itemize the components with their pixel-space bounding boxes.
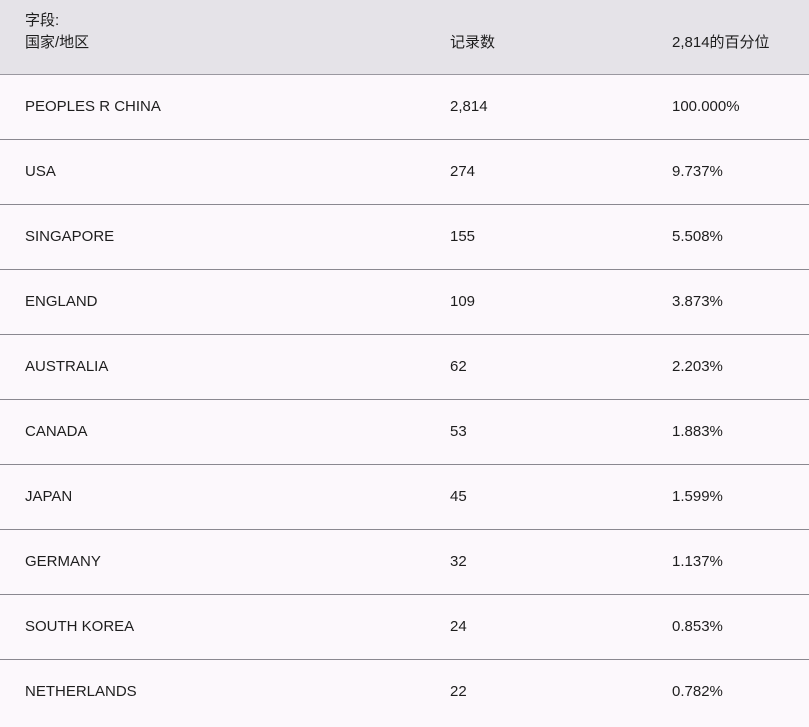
country-cell: SINGAPORE bbox=[25, 228, 115, 245]
percent-cell: 100.000% bbox=[672, 98, 740, 115]
count-cell: 274 bbox=[450, 163, 476, 180]
field-label: 字段: bbox=[25, 12, 60, 29]
count-cell: 24 bbox=[450, 618, 467, 635]
percent-cell: 1.137% bbox=[672, 553, 723, 570]
table-row: CANADA 53 1.883% bbox=[0, 400, 809, 465]
percent-cell: 1.599% bbox=[672, 488, 723, 505]
table-row: AUSTRALIA 62 2.203% bbox=[0, 335, 809, 400]
count-header: 记录数 bbox=[450, 34, 496, 51]
count-cell: 62 bbox=[450, 358, 467, 375]
percent-header: 2,814的百分位 bbox=[672, 34, 770, 51]
table-row: SINGAPORE 155 5.508% bbox=[0, 205, 809, 270]
country-cell: SOUTH KOREA bbox=[25, 618, 135, 635]
percent-cell: 2.203% bbox=[672, 358, 723, 375]
percent-cell: 0.853% bbox=[672, 618, 723, 635]
table-row: SOUTH KOREA 24 0.853% bbox=[0, 595, 809, 660]
field-name: 国家/地区 bbox=[25, 34, 90, 51]
country-cell: AUSTRALIA bbox=[25, 358, 109, 375]
count-cell: 45 bbox=[450, 488, 467, 505]
percent-cell: 0.782% bbox=[672, 683, 723, 700]
count-cell: 2,814 bbox=[450, 98, 488, 115]
country-cell: CANADA bbox=[25, 423, 88, 440]
table-row: JAPAN 45 1.599% bbox=[0, 465, 809, 530]
count-cell: 22 bbox=[450, 683, 467, 700]
count-cell: 109 bbox=[450, 293, 476, 310]
table-row: PEOPLES R CHINA 2,814 100.000% bbox=[0, 75, 809, 140]
table-body: PEOPLES R CHINA 2,814 100.000% USA 274 9… bbox=[0, 75, 809, 727]
country-cell: JAPAN bbox=[25, 488, 73, 505]
field-header: 字段: 国家/地区 bbox=[25, 10, 89, 54]
country-cell: ENGLAND bbox=[25, 293, 98, 310]
percent-cell: 5.508% bbox=[672, 228, 723, 245]
percent-cell: 3.873% bbox=[672, 293, 723, 310]
table-header: 字段: 国家/地区 记录数 2,814的百分位 bbox=[0, 0, 809, 75]
table-row: USA 274 9.737% bbox=[0, 140, 809, 205]
percent-cell: 1.883% bbox=[672, 423, 723, 440]
count-cell: 32 bbox=[450, 553, 467, 570]
table-row: NETHERLANDS 22 0.782% bbox=[0, 660, 809, 727]
table-row: ENGLAND 109 3.873% bbox=[0, 270, 809, 335]
country-cell: USA bbox=[25, 163, 56, 180]
count-cell: 53 bbox=[450, 423, 467, 440]
percent-cell: 9.737% bbox=[672, 163, 723, 180]
count-cell: 155 bbox=[450, 228, 476, 245]
country-cell: GERMANY bbox=[25, 553, 101, 570]
country-cell: PEOPLES R CHINA bbox=[25, 98, 161, 115]
table-row: GERMANY 32 1.137% bbox=[0, 530, 809, 595]
country-cell: NETHERLANDS bbox=[25, 683, 137, 700]
